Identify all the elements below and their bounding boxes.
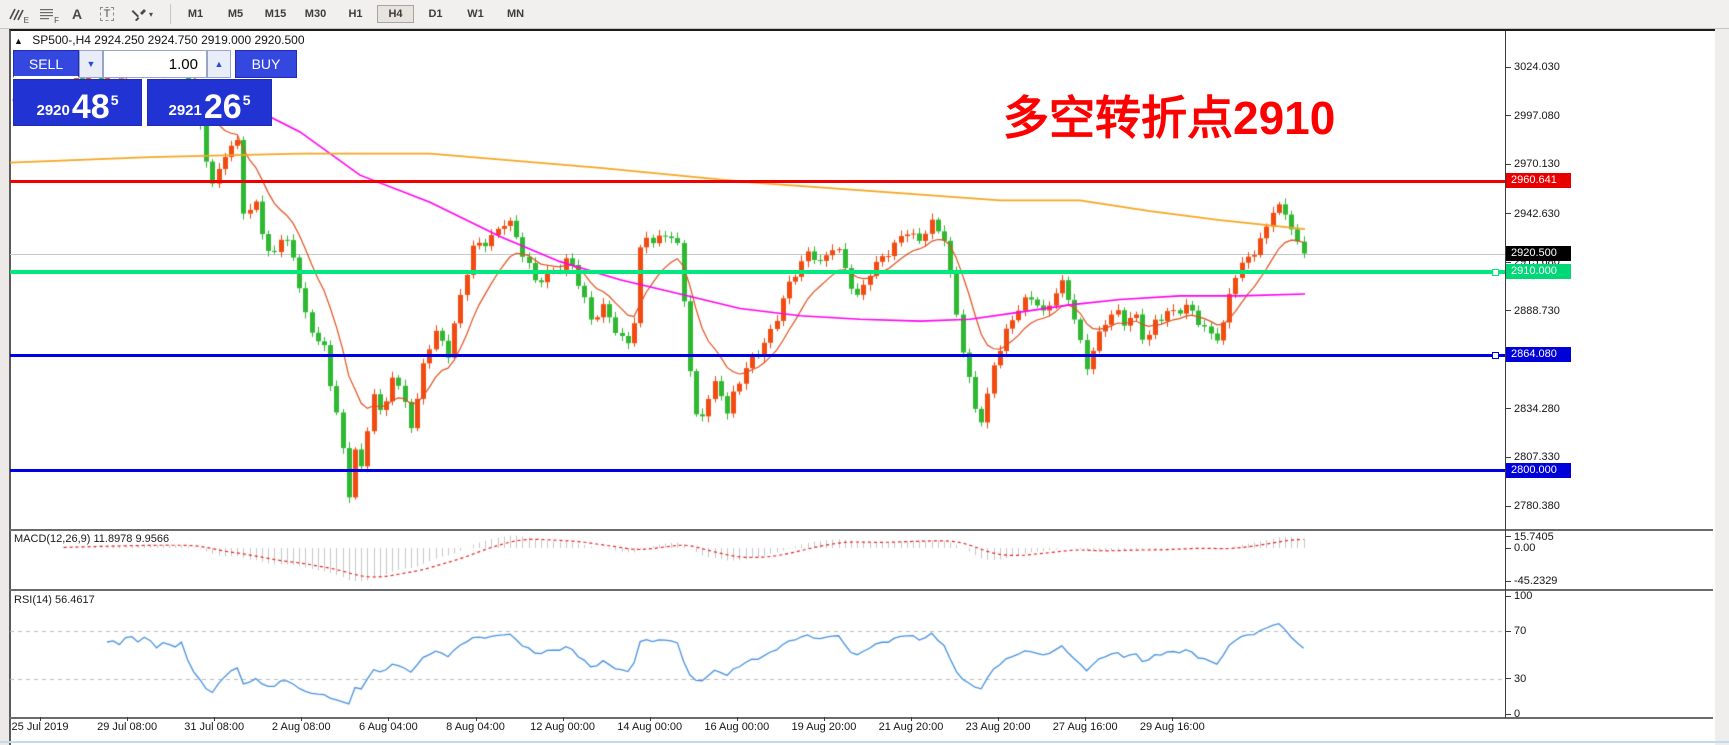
rsi-tick: 100: [1506, 590, 1532, 602]
time-tick-label: 19 Aug 20:00: [791, 721, 857, 733]
price-tick: 3024.030: [1506, 61, 1560, 73]
sell-price-sup: 5: [110, 92, 119, 108]
price-badge-2864.080: 2864.080: [1506, 347, 1571, 363]
hline-support-2[interactable]: [10, 469, 1505, 473]
price-badge-2800.000: 2800.000: [1506, 462, 1571, 478]
time-tick-label: 16 Aug 00:00: [704, 721, 770, 733]
time-tick-mark: [562, 717, 564, 721]
hline-support-1[interactable]: [10, 353, 1505, 357]
rsi-tick: 30: [1506, 673, 1526, 685]
time-tick-mark: [475, 717, 477, 721]
macd-label: MACD(12,26,9) 11.8978 9.9566: [14, 533, 170, 545]
time-tick-label: 6 Aug 04:00: [359, 721, 418, 733]
price-badge-2920.500: 2920.500: [1506, 245, 1571, 261]
symbol-ohlc-text: SP500-,H4 2924.250 2924.750 2919.000 292…: [32, 33, 305, 47]
time-tick-mark: [214, 717, 216, 721]
buy-price-box[interactable]: 2921 26 5: [147, 79, 272, 126]
macd-rsi-separator[interactable]: [9, 589, 1713, 591]
rsi-tick: 70: [1506, 625, 1526, 637]
price-tick: 2970.130: [1506, 158, 1560, 170]
time-tick-label: 29 Jul 08:00: [97, 721, 158, 733]
annotation-text[interactable]: 多空转折点2910: [1003, 92, 1336, 144]
buy-price-sup: 5: [242, 92, 251, 108]
price-tick: 2888.730: [1506, 305, 1560, 317]
trade-panel: SELL ▼ 1.00 ▲ BUY 2920 48 5 2921 26 5: [13, 50, 297, 126]
time-tick-mark: [1172, 717, 1174, 721]
buy-button[interactable]: BUY: [235, 50, 297, 78]
price-tick: 2780.380: [1506, 500, 1560, 512]
time-tick-label: 27 Aug 16:00: [1052, 721, 1118, 733]
time-tick-mark: [911, 717, 912, 721]
time-tick-mark: [40, 717, 41, 721]
time-tick-label: 2 Aug 08:00: [271, 721, 331, 733]
time-tick-mark: [998, 717, 1000, 721]
hline-handle-support-1[interactable]: [1492, 351, 1499, 359]
price-tick-label: 3024.030: [1514, 61, 1560, 73]
sell-price-box[interactable]: 2920 48 5: [13, 79, 142, 126]
price-tick: 2997.080: [1506, 110, 1560, 122]
time-tick-label: 23 Aug 20:00: [965, 721, 1031, 733]
sell-price-big: 48: [71, 88, 110, 126]
price-badge-2910.000: 2910.000: [1506, 264, 1571, 280]
main-macd-separator[interactable]: [9, 529, 1713, 531]
rsi-tick: 0: [1506, 708, 1520, 720]
price-tick-label: 2942.630: [1514, 207, 1560, 220]
price-tick-label: 2970.130: [1514, 158, 1560, 171]
time-tick-mark: [388, 717, 390, 721]
price-tick-label: 2888.730: [1514, 304, 1560, 317]
macd-tick: 0.00: [1506, 542, 1535, 554]
time-tick-label: 14 Aug 00:00: [617, 721, 683, 733]
time-tick-mark: [1085, 717, 1087, 721]
volume-decrease-button[interactable]: ▼: [79, 50, 103, 78]
time-tick-mark: [823, 717, 825, 721]
price-axis-line: [1505, 31, 1506, 718]
time-tick-mark: [649, 717, 651, 721]
price-tick: 2942.630: [1506, 208, 1560, 220]
volume-increase-button[interactable]: ▲: [207, 50, 231, 78]
price-tick: 2834.280: [1506, 403, 1560, 415]
price-tick: 2807.330: [1506, 451, 1560, 463]
price-tick-label: 2997.080: [1514, 109, 1560, 122]
buy-price-big: 26: [203, 88, 242, 126]
sell-button[interactable]: SELL: [13, 50, 79, 78]
hline-resistance[interactable]: [10, 179, 1505, 183]
time-tick-label: 8 Aug 04:00: [446, 721, 505, 733]
time-tick-mark: [736, 717, 738, 721]
price-tick-label: 2807.330: [1514, 451, 1560, 464]
macd-tick: 15.7405: [1506, 531, 1554, 543]
price-tick-label: 2780.380: [1514, 499, 1560, 512]
sell-price-small: 2920: [36, 102, 70, 119]
buy-price-small: 2921: [168, 102, 202, 119]
time-tick-label: 12 Aug 00:00: [530, 721, 596, 733]
time-tick-label: 29 Aug 16:00: [1139, 721, 1205, 733]
volume-input[interactable]: 1.00: [103, 50, 207, 78]
price-badge-2960.641: 2960.641: [1506, 173, 1571, 189]
chart-header: ▲ SP500-,H4 2924.250 2924.750 2919.000 2…: [14, 33, 305, 47]
time-tick-label: 21 Aug 20:00: [878, 721, 944, 733]
time-tick-label: 31 Jul 08:00: [184, 721, 245, 733]
time-tick-label: 25 Jul 2019: [11, 721, 69, 733]
hline-handle-pivot-2910[interactable]: [1492, 268, 1499, 276]
hline-pivot-2910[interactable]: [10, 270, 1505, 275]
collapse-icon[interactable]: ▲: [14, 36, 23, 46]
time-tick-mark: [127, 717, 129, 721]
macd-tick: -45.2329: [1506, 575, 1557, 587]
rsi-bottom-separator: [9, 717, 1713, 719]
time-tick-mark: [301, 717, 303, 721]
rsi-label: RSI(14) 56.4617: [14, 594, 95, 606]
price-tick-label: 2834.280: [1514, 402, 1560, 415]
window-bottom-edge: [0, 741, 1729, 743]
